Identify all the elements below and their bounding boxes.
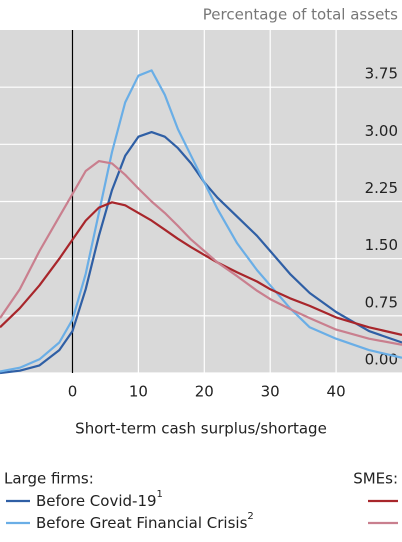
y-tick-label: 1.50 (365, 236, 398, 254)
x-axis-label: Short-term cash surplus/shortage (75, 420, 327, 438)
x-tick-label: 40 (327, 383, 346, 401)
x-tick-label: 20 (195, 383, 214, 401)
y-tick-label: 2.25 (365, 179, 398, 197)
series-line (0, 160, 402, 346)
y-tick-label: 0.75 (365, 293, 398, 311)
y-tick-label: 3.75 (365, 65, 398, 83)
series-line (0, 131, 402, 375)
legend-label: Before Covid-191 (36, 489, 163, 510)
legend-group: Large firms: (4, 470, 94, 488)
legend-note: 1 (157, 489, 163, 500)
y-tick-label: 3.00 (365, 122, 398, 140)
legend-note: 2 (247, 511, 253, 522)
series-line (0, 201, 402, 336)
x-tick-label: 0 (68, 383, 78, 401)
x-tick-label: 30 (261, 383, 280, 401)
x-tick-label: 10 (129, 383, 148, 401)
legend-group: SMEs: (353, 470, 398, 488)
legend-text: Before Great Financial Crisis (36, 514, 248, 532)
legend-text: Before Covid-19 (36, 492, 157, 510)
legend-label: Before Great Financial Crisis2 (36, 511, 254, 532)
y-axis-label: Percentage of total assets (203, 6, 398, 24)
